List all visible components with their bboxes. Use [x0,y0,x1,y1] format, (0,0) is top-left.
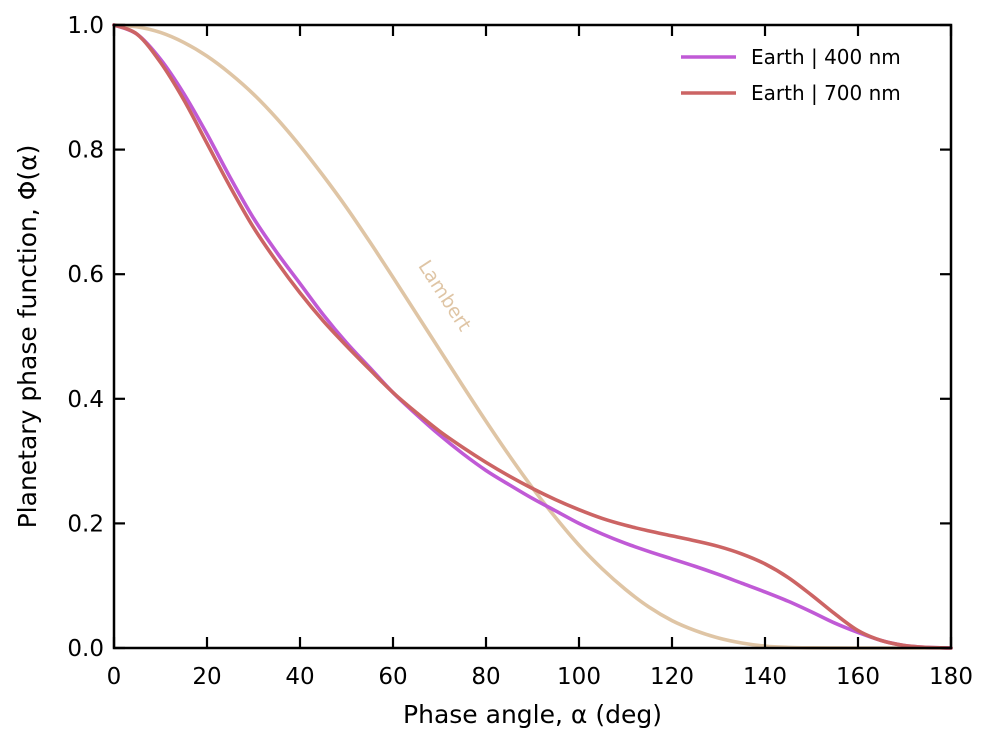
series-line-earth-400-nm [112,23,953,650]
x-tick-label: 180 [929,664,973,690]
legend-entry-label: Earth | 700 nm [751,81,901,105]
y-tick-label: 1.0 [67,13,104,39]
x-tick-label: 80 [471,664,500,690]
legend: Earth | 400 nm Earth | 700 nm [681,45,901,105]
series-layer [112,23,953,650]
series-line-lambert [112,23,953,650]
x-tick-label: 140 [743,664,787,690]
x-tick-label: 160 [836,664,880,690]
y-tick-label: 0.6 [67,262,104,288]
plot-frame [112,23,953,650]
x-tick-label: 40 [285,664,314,690]
y-axis-label: Planetary phase function, Φ(α) [13,145,42,529]
y-tick-label: 0.4 [67,387,104,413]
x-axis-label: Phase angle, α (deg) [403,700,662,729]
legend-entry-label: Earth | 400 nm [751,45,901,69]
y-tick-label: 0.0 [67,636,104,662]
ticks-layer: 0 20 40 60 80 100 120 140 160 180 0.0 0.2 0.4 0.6 0.8 1… [67,13,973,690]
x-tick-label: 120 [650,664,694,690]
x-tick-label: 0 [107,664,122,690]
y-tick-label: 0.2 [67,511,104,537]
x-tick-label: 100 [557,664,601,690]
y-tick-label: 0.8 [67,138,104,164]
series-line-earth-700-nm [112,23,953,650]
x-tick-label: 20 [192,664,221,690]
x-tick-label: 60 [378,664,407,690]
